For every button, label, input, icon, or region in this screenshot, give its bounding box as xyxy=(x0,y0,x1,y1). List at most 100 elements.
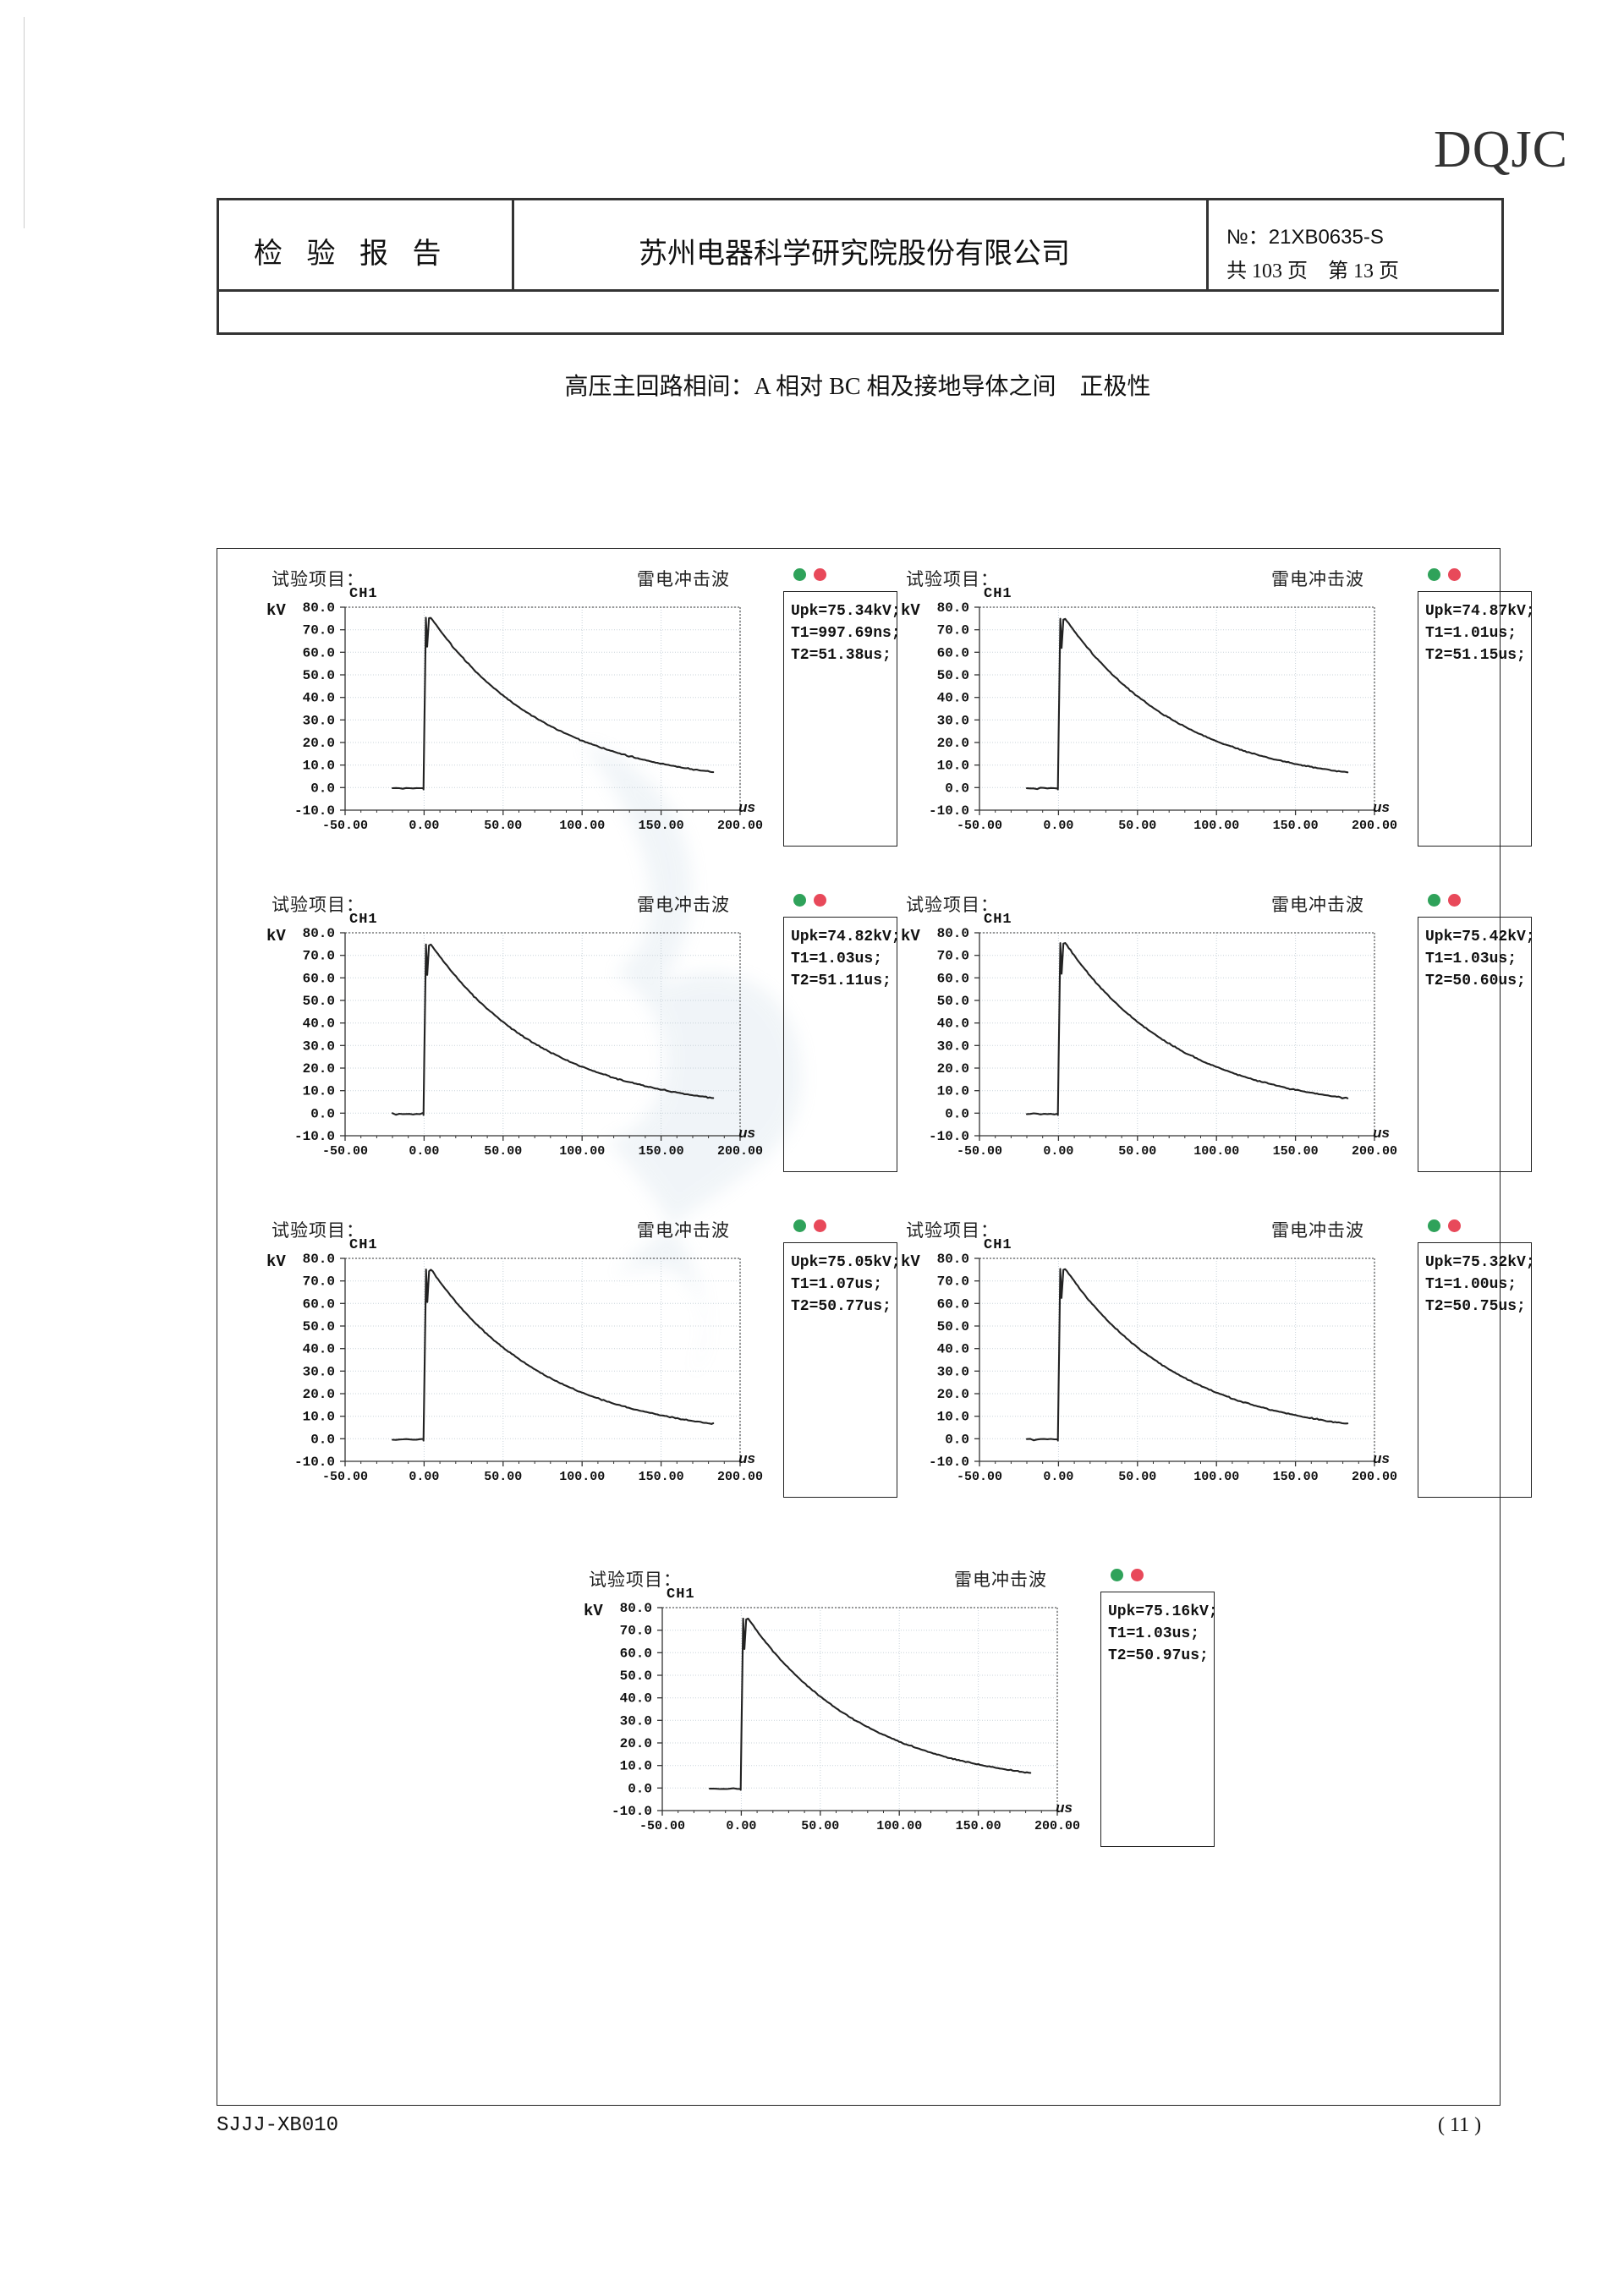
svg-text:0.00: 0.00 xyxy=(1043,819,1073,833)
svg-text:50.0: 50.0 xyxy=(620,1669,652,1684)
svg-text:0.0: 0.0 xyxy=(945,1432,969,1447)
svg-text:50.0: 50.0 xyxy=(303,1319,335,1334)
svg-text:10.0: 10.0 xyxy=(937,759,969,774)
svg-text:50.0: 50.0 xyxy=(937,668,969,683)
svg-text:70.0: 70.0 xyxy=(937,1274,969,1290)
svg-text:30.0: 30.0 xyxy=(303,713,335,728)
svg-text:200.00: 200.00 xyxy=(717,819,763,833)
svg-text:10.0: 10.0 xyxy=(303,759,335,774)
svg-text:20.0: 20.0 xyxy=(937,1387,969,1402)
svg-text:50.0: 50.0 xyxy=(937,994,969,1009)
svg-text:200.00: 200.00 xyxy=(1352,1144,1397,1159)
svg-text:30.0: 30.0 xyxy=(937,1364,969,1379)
svg-text:50.0: 50.0 xyxy=(937,1319,969,1334)
svg-text:20.0: 20.0 xyxy=(620,1736,652,1751)
svg-text:0.00: 0.00 xyxy=(409,1144,439,1159)
svg-text:100.00: 100.00 xyxy=(1193,819,1239,833)
svg-text:70.0: 70.0 xyxy=(303,623,335,638)
svg-text:0.0: 0.0 xyxy=(945,781,969,796)
svg-text:-50.00: -50.00 xyxy=(957,819,1002,833)
svg-text:70.0: 70.0 xyxy=(937,623,969,638)
svg-text:30.0: 30.0 xyxy=(620,1713,652,1729)
svg-text:70.0: 70.0 xyxy=(937,949,969,964)
svg-text:60.0: 60.0 xyxy=(937,645,969,660)
svg-text:10.0: 10.0 xyxy=(620,1759,652,1774)
svg-text:200.00: 200.00 xyxy=(717,1144,763,1159)
svg-text:10.0: 10.0 xyxy=(937,1410,969,1425)
svg-text:30.0: 30.0 xyxy=(937,713,969,728)
svg-text:100.00: 100.00 xyxy=(559,819,605,833)
svg-text:60.0: 60.0 xyxy=(937,971,969,986)
svg-text:50.0: 50.0 xyxy=(303,668,335,683)
svg-text:40.0: 40.0 xyxy=(303,1016,335,1032)
svg-text:80.0: 80.0 xyxy=(937,926,969,941)
svg-text:0.0: 0.0 xyxy=(310,1106,335,1121)
svg-text:-10.0: -10.0 xyxy=(294,803,335,819)
svg-text:40.0: 40.0 xyxy=(937,1016,969,1032)
svg-text:70.0: 70.0 xyxy=(303,1274,335,1290)
svg-text:50.00: 50.00 xyxy=(1118,1470,1156,1484)
svg-text:0.0: 0.0 xyxy=(628,1781,652,1796)
svg-text:-10.0: -10.0 xyxy=(929,1455,969,1470)
svg-text:150.00: 150.00 xyxy=(639,1470,684,1484)
svg-text:30.0: 30.0 xyxy=(303,1364,335,1379)
svg-text:100.00: 100.00 xyxy=(876,1819,922,1833)
svg-text:-10.0: -10.0 xyxy=(294,1455,335,1470)
svg-text:40.0: 40.0 xyxy=(303,1342,335,1357)
svg-text:0.00: 0.00 xyxy=(1043,1144,1073,1159)
svg-text:80.0: 80.0 xyxy=(303,600,335,616)
svg-text:40.0: 40.0 xyxy=(303,691,335,706)
svg-text:10.0: 10.0 xyxy=(303,1084,335,1099)
svg-text:10.0: 10.0 xyxy=(937,1084,969,1099)
svg-text:0.00: 0.00 xyxy=(409,1470,439,1484)
svg-text:50.00: 50.00 xyxy=(801,1819,839,1833)
svg-text:50.00: 50.00 xyxy=(484,819,522,833)
svg-text:50.00: 50.00 xyxy=(484,1144,522,1159)
svg-text:80.0: 80.0 xyxy=(937,600,969,616)
svg-text:0.00: 0.00 xyxy=(726,1819,756,1833)
svg-text:60.0: 60.0 xyxy=(937,1296,969,1312)
svg-text:0.0: 0.0 xyxy=(310,1432,335,1447)
svg-text:20.0: 20.0 xyxy=(937,1061,969,1077)
svg-text:50.0: 50.0 xyxy=(303,994,335,1009)
svg-text:100.00: 100.00 xyxy=(1193,1470,1239,1484)
svg-text:150.00: 150.00 xyxy=(956,1819,1001,1833)
svg-text:80.0: 80.0 xyxy=(303,926,335,941)
svg-text:50.00: 50.00 xyxy=(484,1470,522,1484)
svg-text:150.00: 150.00 xyxy=(639,819,684,833)
svg-text:200.00: 200.00 xyxy=(1352,819,1397,833)
svg-text:0.00: 0.00 xyxy=(1043,1470,1073,1484)
svg-text:0.0: 0.0 xyxy=(945,1106,969,1121)
svg-text:-50.00: -50.00 xyxy=(322,819,368,833)
svg-text:30.0: 30.0 xyxy=(303,1038,335,1054)
svg-text:-50.00: -50.00 xyxy=(957,1144,1002,1159)
svg-text:200.00: 200.00 xyxy=(717,1470,763,1484)
svg-text:80.0: 80.0 xyxy=(303,1252,335,1267)
svg-text:-50.00: -50.00 xyxy=(322,1470,368,1484)
svg-text:40.0: 40.0 xyxy=(620,1691,652,1707)
svg-text:60.0: 60.0 xyxy=(303,1296,335,1312)
svg-text:60.0: 60.0 xyxy=(303,971,335,986)
svg-text:-10.0: -10.0 xyxy=(294,1129,335,1144)
svg-text:20.0: 20.0 xyxy=(303,1061,335,1077)
svg-text:200.00: 200.00 xyxy=(1352,1470,1397,1484)
svg-text:150.00: 150.00 xyxy=(1273,1144,1319,1159)
svg-text:100.00: 100.00 xyxy=(559,1144,605,1159)
svg-text:70.0: 70.0 xyxy=(303,949,335,964)
svg-text:20.0: 20.0 xyxy=(303,1387,335,1402)
svg-text:-10.0: -10.0 xyxy=(929,803,969,819)
svg-text:150.00: 150.00 xyxy=(639,1144,684,1159)
svg-text:80.0: 80.0 xyxy=(620,1601,652,1616)
svg-text:10.0: 10.0 xyxy=(303,1410,335,1425)
svg-text:-50.00: -50.00 xyxy=(322,1144,368,1159)
svg-text:100.00: 100.00 xyxy=(559,1470,605,1484)
svg-text:50.00: 50.00 xyxy=(1118,1144,1156,1159)
svg-text:20.0: 20.0 xyxy=(303,736,335,751)
svg-text:-50.00: -50.00 xyxy=(639,1819,685,1833)
svg-text:40.0: 40.0 xyxy=(937,1342,969,1357)
svg-text:80.0: 80.0 xyxy=(937,1252,969,1267)
svg-text:60.0: 60.0 xyxy=(303,645,335,660)
svg-text:0.0: 0.0 xyxy=(310,781,335,796)
svg-text:20.0: 20.0 xyxy=(937,736,969,751)
svg-text:0.00: 0.00 xyxy=(409,819,439,833)
